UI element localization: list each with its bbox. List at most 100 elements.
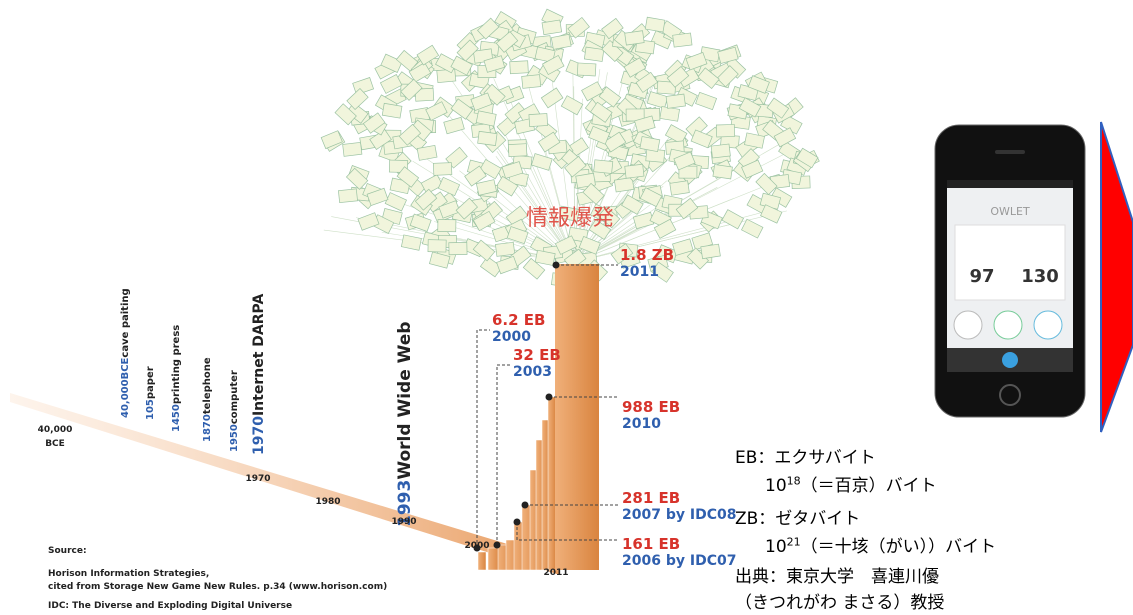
paper (666, 66, 690, 88)
paper (504, 102, 528, 125)
callout-source: 2006 by IDC07 (622, 553, 736, 569)
eb-definition: 1018（＝百京）バイト (765, 471, 937, 496)
event-name: paper (145, 366, 156, 399)
axis-label: 1980 (315, 497, 340, 507)
eb-term: EB：エクサバイト (735, 448, 876, 468)
callout-amount: 281 EB (622, 489, 680, 507)
paper (477, 17, 500, 40)
paper (528, 113, 549, 127)
paper (741, 218, 764, 239)
paper (470, 92, 493, 112)
paper (659, 106, 680, 122)
paper (479, 158, 502, 180)
paper (507, 143, 528, 157)
paper (534, 46, 556, 63)
paper (522, 257, 546, 280)
paper (621, 194, 644, 215)
paper (438, 200, 461, 219)
paper (601, 17, 624, 40)
zb-definition: 1021（＝十垓（がい））バイト (765, 532, 996, 557)
paper (560, 95, 584, 116)
zb-rest: （＝十垓（がい））バイト (800, 537, 997, 557)
paper (338, 188, 358, 204)
paper (639, 136, 661, 153)
paper (433, 162, 453, 176)
paper (644, 16, 666, 33)
eb-base: 10 (765, 476, 787, 496)
paper (509, 60, 529, 75)
paper (578, 235, 601, 255)
paper (450, 55, 473, 76)
eb-rest: （＝百京）バイト (800, 476, 937, 496)
paper (495, 31, 519, 53)
source-line: cited from Storage New Game New Rules. p… (48, 582, 387, 592)
axis-label: 1970 (245, 474, 270, 484)
paper (320, 130, 343, 150)
event-year: 40,000BCE (120, 357, 131, 418)
paper (408, 62, 432, 83)
credit: 出典：東京大学 喜連川優 (735, 567, 939, 587)
paper (564, 155, 587, 178)
callout-amount: 6.2 EB (492, 311, 545, 329)
callout-amount: 988 EB (622, 398, 680, 416)
paper (398, 123, 422, 146)
paper (610, 243, 634, 265)
paper (455, 197, 478, 220)
stair (547, 396, 557, 571)
paper (357, 212, 380, 231)
paper (342, 141, 363, 157)
axis-label: 1990 (391, 517, 416, 527)
paper (400, 234, 422, 251)
paper (427, 239, 447, 253)
paper (773, 127, 797, 148)
paper (634, 115, 656, 133)
paper (673, 151, 696, 171)
paper (738, 97, 762, 118)
oxygen-value: 97 (969, 266, 994, 287)
paper (624, 163, 645, 179)
callout-lines (476, 264, 618, 548)
paper (542, 54, 565, 76)
source-line: IDC: The Diverse and Exploding Digital U… (48, 601, 292, 611)
timeline-event: 40,000BCEcave paiting (120, 288, 131, 418)
paper (646, 91, 669, 109)
branch (493, 78, 576, 263)
heart-value: 130 (1021, 266, 1059, 287)
paper (672, 32, 693, 48)
paper (766, 97, 790, 119)
paper (443, 116, 465, 135)
event-year: 1970 (251, 416, 267, 455)
paper (624, 30, 645, 46)
paper (690, 129, 713, 149)
paper (581, 81, 604, 102)
paper (346, 87, 369, 111)
timeline-event: 1950computer (229, 370, 240, 452)
callout-dot (552, 261, 560, 269)
paper (700, 243, 721, 260)
source-line: Source: (48, 546, 87, 556)
paper (747, 75, 770, 94)
paper (590, 101, 613, 123)
paper (475, 110, 497, 127)
paper (717, 46, 739, 64)
paper (697, 67, 720, 90)
paper (550, 33, 572, 50)
paper (635, 71, 659, 93)
paper-tree (320, 8, 820, 293)
timeline-event: 1970Internet DARPA (251, 294, 267, 455)
paper (366, 187, 389, 207)
event-year: 1450 (171, 404, 182, 432)
paper (456, 39, 479, 62)
callout-dot (521, 501, 529, 509)
callout-amount: 32 EB (513, 346, 561, 364)
callout-source: 2010 (622, 416, 661, 432)
paper (541, 19, 563, 36)
paper (582, 182, 605, 205)
paper (623, 57, 647, 78)
paper (531, 153, 553, 171)
paper (593, 159, 614, 174)
paper (501, 161, 524, 179)
paper (795, 147, 819, 169)
paper (537, 131, 561, 153)
growth-stairs (477, 264, 599, 571)
